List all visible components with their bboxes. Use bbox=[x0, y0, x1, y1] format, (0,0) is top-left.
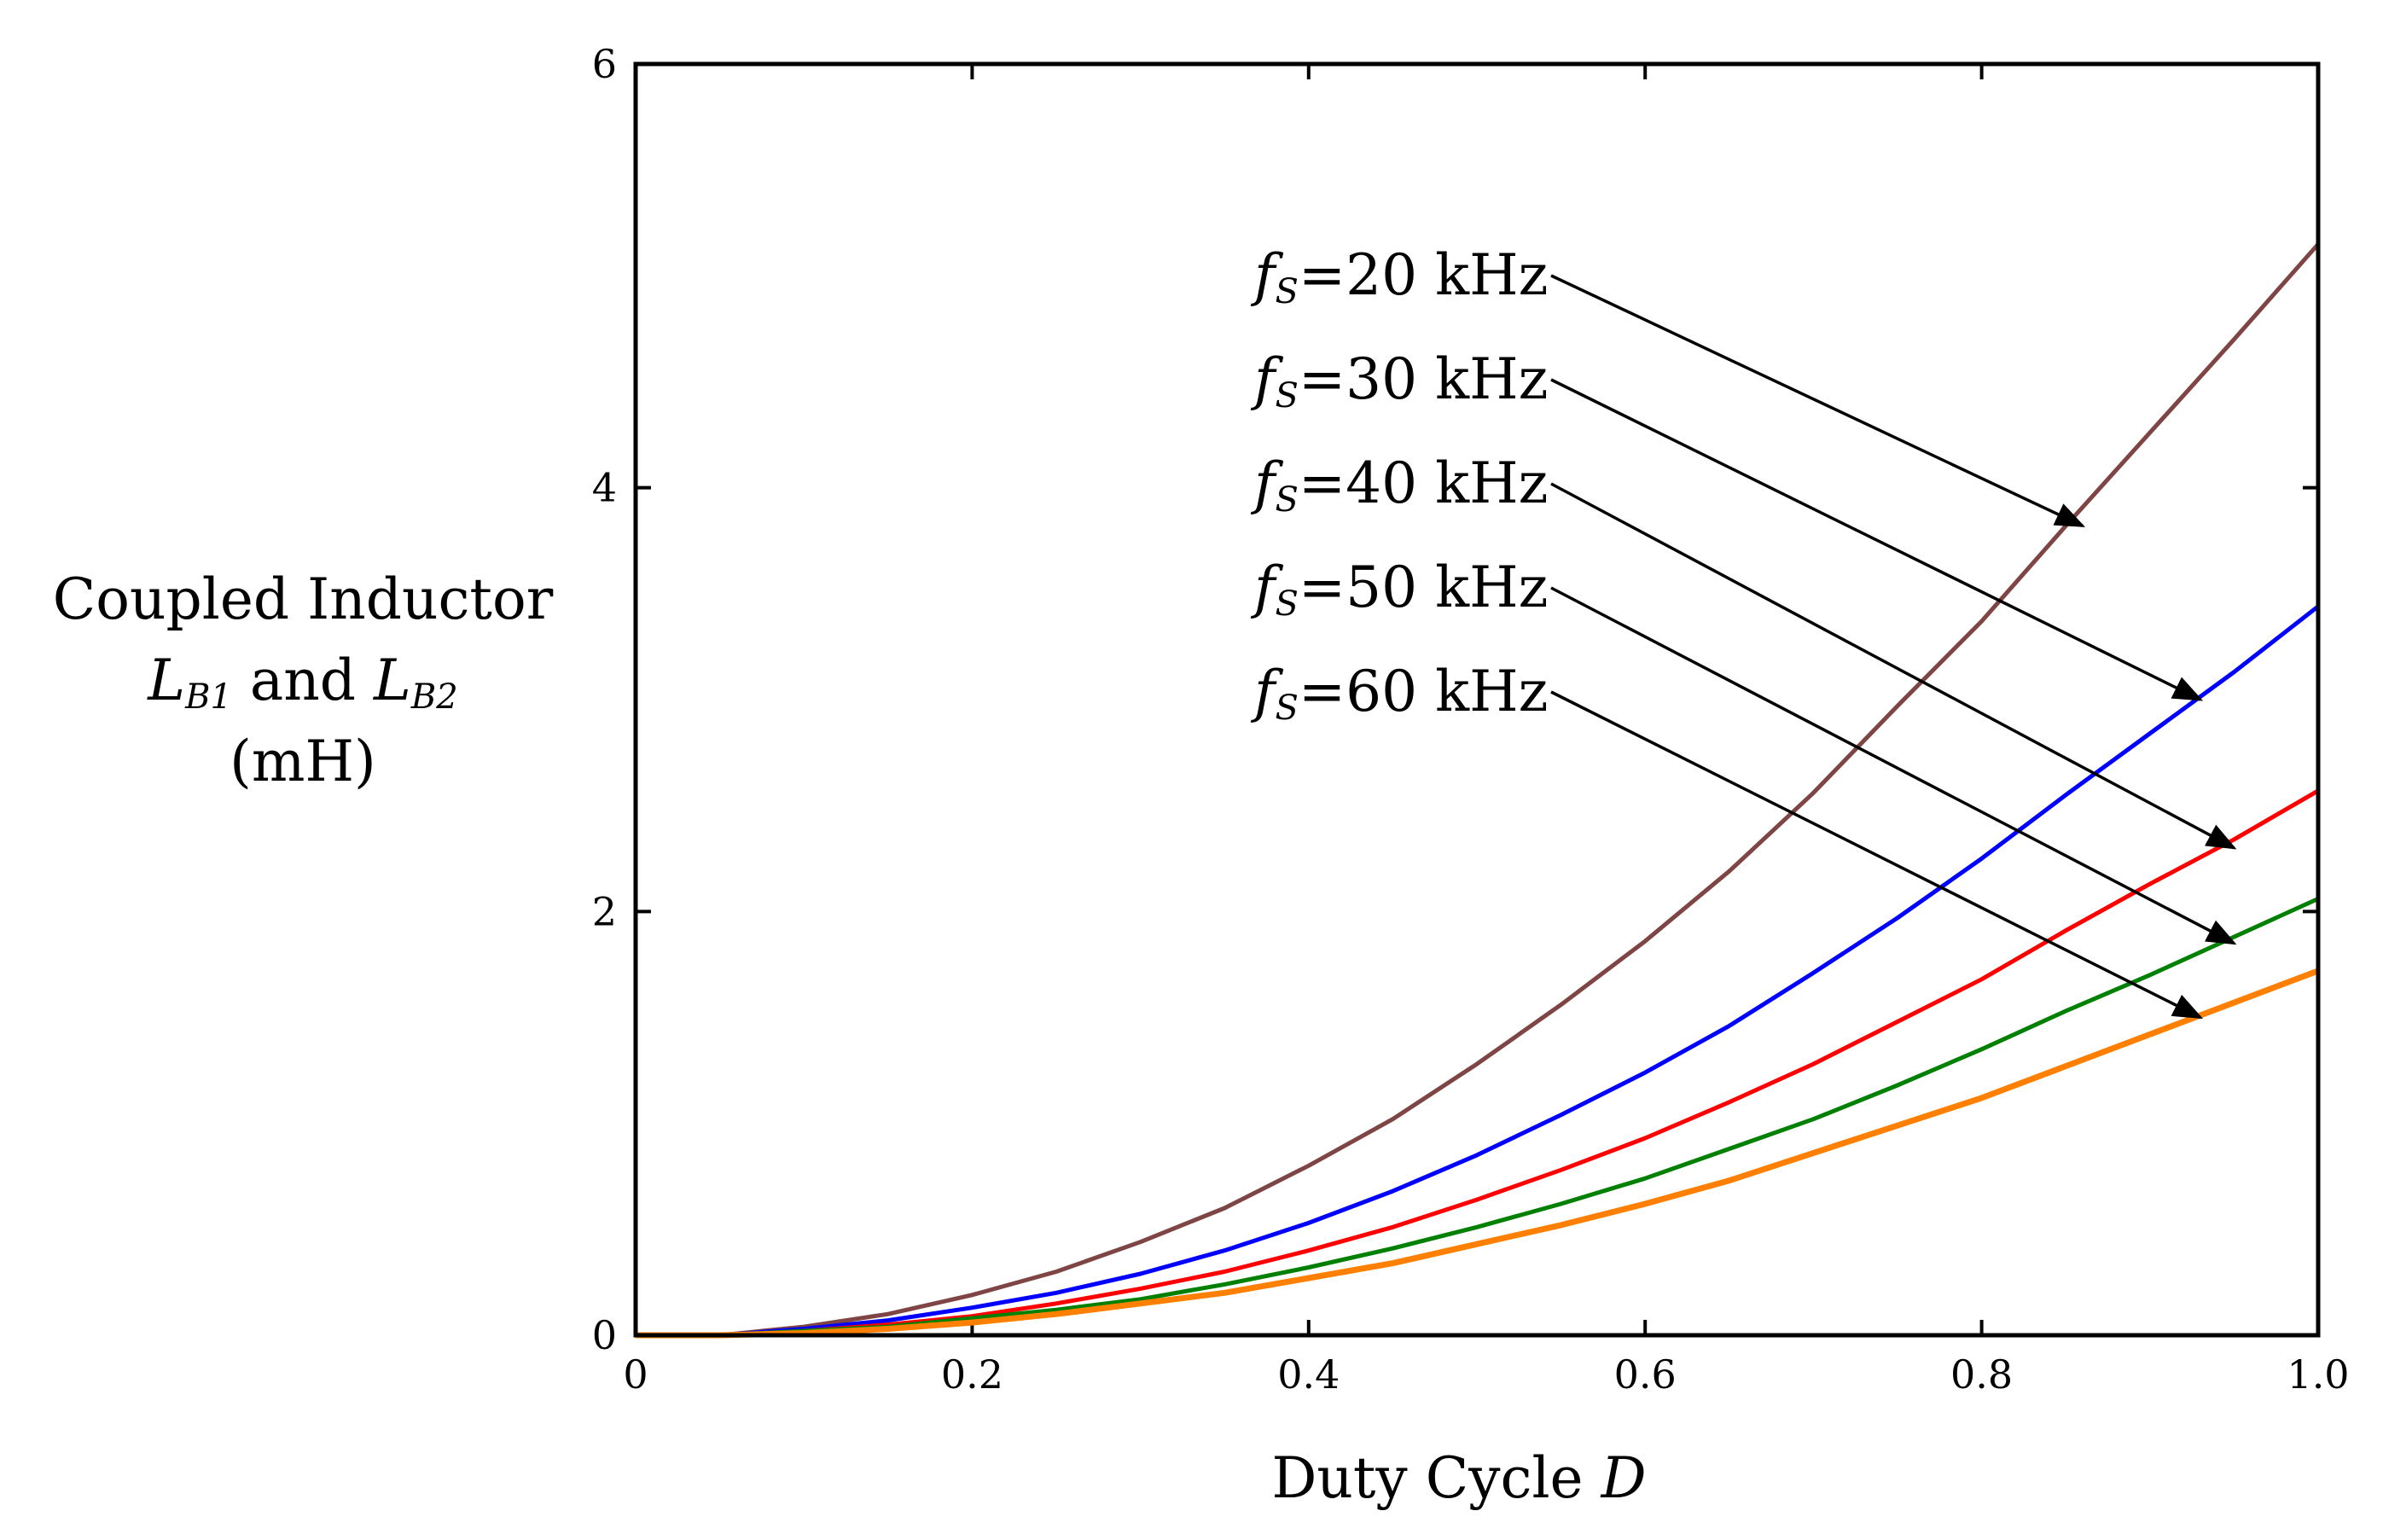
series-label-sub: S bbox=[1275, 480, 1298, 520]
y-axis-sub2: B2 bbox=[410, 677, 458, 717]
y-axis-title: Coupled Inductor LB1 and LB2 (mH) bbox=[53, 567, 554, 794]
series-label-rest: =60 kHz bbox=[1299, 659, 1549, 724]
y-axis-var2: L bbox=[373, 648, 411, 713]
series-label-1: fS=20 kHz bbox=[1250, 242, 1548, 311]
x-axis-title-variable: D bbox=[1601, 1445, 1647, 1511]
y-tick-label: 6 bbox=[592, 41, 617, 87]
series-label-2: fS=30 kHz bbox=[1250, 346, 1548, 416]
x-axis-title-prefix: Duty Cycle bbox=[1271, 1445, 1601, 1511]
y-axis-title-line1: Coupled Inductor bbox=[53, 567, 554, 632]
series-label-rest: =50 kHz bbox=[1299, 555, 1549, 620]
x-tick-label: 0.4 bbox=[1277, 1351, 1340, 1398]
y-axis-title-line2: LB1 and LB2 bbox=[147, 648, 457, 717]
series-label-arrow-3 bbox=[1550, 482, 2237, 850]
x-tick-label: 0.8 bbox=[1950, 1351, 2013, 1398]
series-label-sub: S bbox=[1275, 689, 1298, 728]
plot-frame bbox=[633, 61, 2321, 1338]
series-line-2 bbox=[636, 604, 2320, 1338]
x-tick-label: 0.2 bbox=[941, 1351, 1003, 1398]
series-label-sub: S bbox=[1275, 272, 1298, 311]
x-tick-label: 0.6 bbox=[1614, 1351, 1677, 1398]
y-axis-mid: and bbox=[232, 648, 374, 713]
y-axis-var1: L bbox=[147, 648, 185, 713]
y-axis-title-line3: (mH) bbox=[230, 729, 376, 794]
x-axis-title: Duty Cycle D bbox=[1271, 1445, 1646, 1511]
series-label-sub: S bbox=[1275, 376, 1298, 416]
y-tick-label: 2 bbox=[592, 888, 617, 934]
series-label-sub: S bbox=[1275, 584, 1298, 624]
x-tick-label: 1.0 bbox=[2287, 1351, 2349, 1398]
series-line-4 bbox=[636, 897, 2320, 1338]
y-axis-sub1: B1 bbox=[184, 677, 232, 717]
series-label-5: fS=60 kHz bbox=[1250, 659, 1548, 728]
y-tick-label: 0 bbox=[592, 1312, 617, 1358]
series-layer bbox=[636, 242, 2320, 1339]
series-label-3: fS=40 kHz bbox=[1250, 450, 1548, 520]
axis-ticks: 0 0.2 0.4 0.6 0.8 1.0 0 2 4 6 bbox=[592, 41, 2350, 1398]
series-line-5 bbox=[636, 968, 2320, 1339]
series-labels: fS=20 kHz fS=30 kHz fS=40 kHz fS=50 kHz fS=6… bbox=[1250, 242, 2237, 1020]
series-line-1 bbox=[636, 242, 2320, 1338]
series-label-arrow-4 bbox=[1550, 586, 2237, 945]
y-tick-label: 4 bbox=[592, 465, 617, 511]
series-label-rest: =30 kHz bbox=[1299, 346, 1549, 412]
series-label-arrow-2 bbox=[1550, 378, 2204, 701]
series-label-4: fS=50 kHz bbox=[1250, 555, 1548, 624]
series-label-arrow-5 bbox=[1550, 690, 2204, 1020]
x-tick-label: 0 bbox=[623, 1351, 648, 1398]
series-label-rest: =20 kHz bbox=[1299, 242, 1549, 308]
series-label-rest: =40 kHz bbox=[1299, 450, 1549, 516]
series-label-arrow-1 bbox=[1550, 274, 2086, 527]
